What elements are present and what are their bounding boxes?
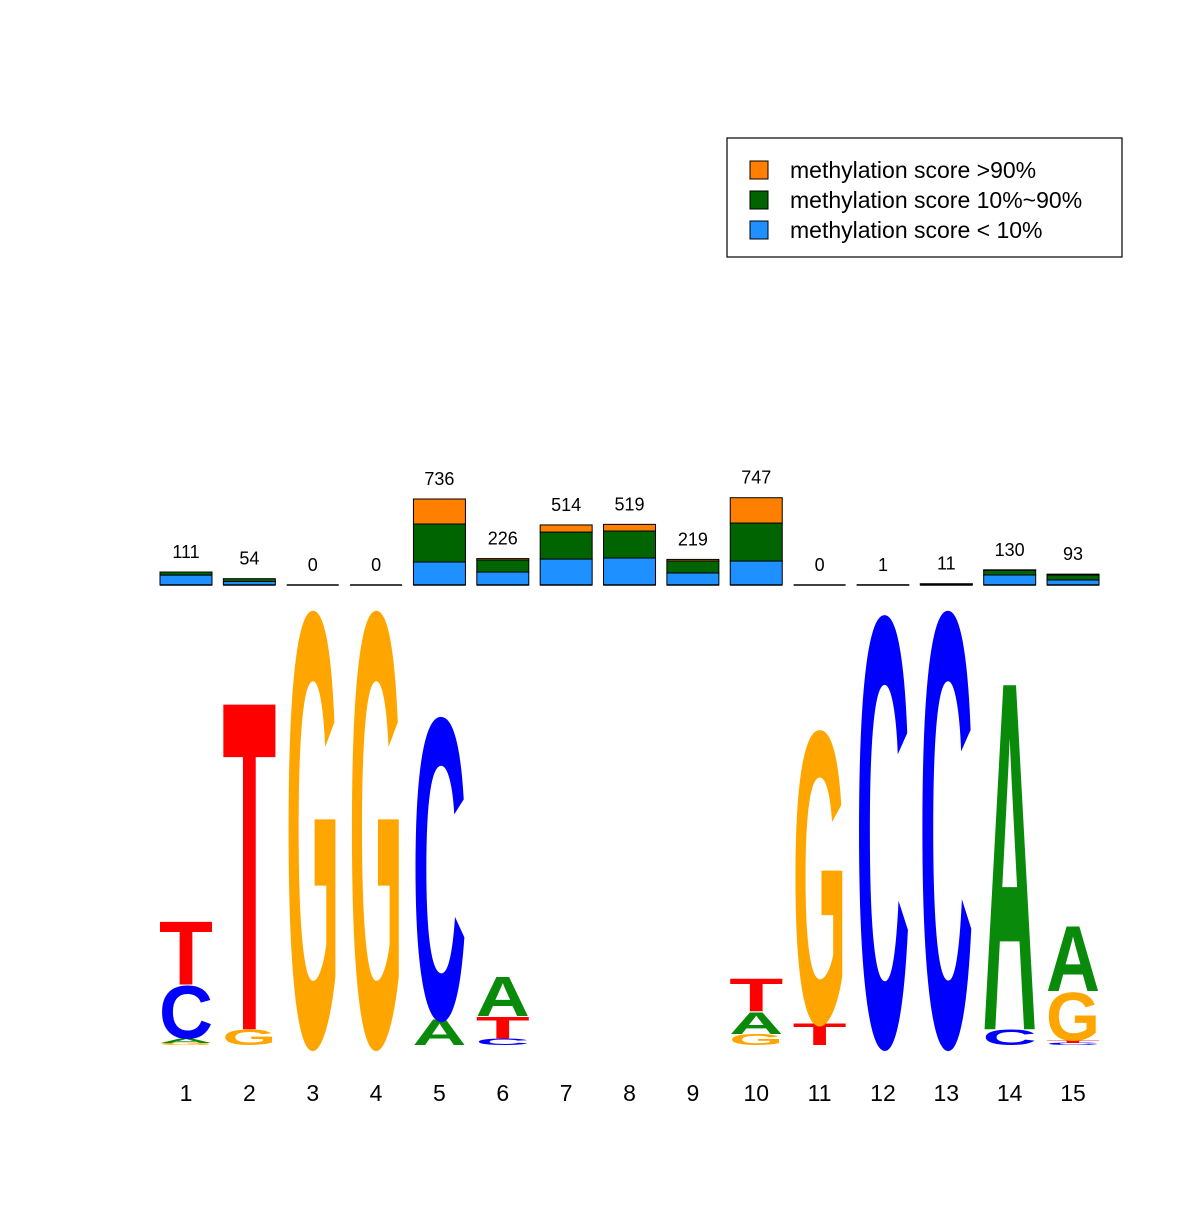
bar-total-label: 54 [239, 549, 259, 569]
legend-swatch [750, 221, 768, 239]
bar-segment [223, 579, 275, 582]
logo-letter-group: G [793, 645, 847, 1112]
logo-letter-group: T [729, 969, 783, 1021]
bar-segment [540, 559, 592, 585]
logo-letter: T [159, 903, 213, 1004]
logo-letter: G [349, 484, 403, 1178]
bar-total-label: 226 [488, 529, 518, 549]
logo-letter-group: C [856, 489, 910, 1176]
legend-label: methylation score >90% [790, 157, 1036, 183]
bar-total-label: 93 [1063, 544, 1083, 564]
bar-total-label: 514 [551, 495, 581, 515]
bar-segment [413, 562, 465, 585]
logo-letter: A [983, 578, 1037, 1136]
logo-letter-group: A [983, 578, 1037, 1136]
x-tick-label: 6 [496, 1080, 509, 1106]
bar-segment [1047, 574, 1099, 575]
x-tick-label: 8 [623, 1080, 636, 1106]
bar-segment [667, 559, 719, 561]
bar-total-label: 130 [995, 540, 1025, 560]
logo-letter-group: C [919, 484, 973, 1178]
logo-letter-group: T [222, 601, 276, 1129]
bar-segment [730, 561, 782, 585]
bar-total-label: 519 [614, 494, 644, 514]
bar-total-label: 736 [424, 469, 454, 489]
legend-label: methylation score < 10% [790, 217, 1043, 243]
bar-segment [984, 570, 1036, 575]
logo-letter-group: A [476, 965, 530, 1028]
logo-letter: A [1046, 907, 1100, 1011]
logo-letter: A [476, 965, 530, 1028]
legend-swatch [750, 161, 768, 179]
legend-swatch [750, 191, 768, 209]
bar-total-label: 747 [741, 468, 771, 488]
legend-label: methylation score 10%~90% [790, 187, 1082, 213]
bar-segment [477, 560, 529, 572]
bar-total-label: 0 [815, 555, 825, 575]
logo-letter-group: A [1046, 907, 1100, 1011]
logo-letter-group: T [159, 903, 213, 1004]
bar-segment [667, 561, 719, 573]
bar-segment [730, 523, 782, 561]
logo-letter-group: C [412, 629, 466, 1111]
bar-segment [160, 572, 212, 575]
bar-segment [730, 498, 782, 523]
logo-letter: C [919, 484, 973, 1178]
logo-letter: T [222, 601, 276, 1129]
bar-segment [540, 525, 592, 532]
x-tick-label: 15 [1060, 1080, 1086, 1106]
bar-total-label: 219 [678, 529, 708, 549]
bar-segment [160, 575, 212, 585]
x-tick-label: 10 [743, 1080, 769, 1106]
bar-segment [477, 572, 529, 585]
x-tick-label: 7 [560, 1080, 573, 1106]
bar-segment [413, 524, 465, 562]
bar-segment [604, 524, 656, 531]
bar-segment [540, 532, 592, 559]
x-tick-label: 1 [180, 1080, 193, 1106]
bar-segment [667, 573, 719, 585]
bar-segment [1047, 580, 1099, 585]
bar-segment [413, 499, 465, 524]
bar-segment [477, 559, 529, 560]
bar-total-label: 111 [172, 542, 199, 562]
bar-segment [604, 531, 656, 558]
logo-letter: T [729, 969, 783, 1021]
logo-letter: C [856, 489, 910, 1176]
logo-letter-group: G [349, 484, 403, 1178]
logo-letter: G [286, 484, 340, 1178]
logo-letter-group: G [286, 484, 340, 1178]
bar-segment [1047, 575, 1099, 580]
bar-segment [604, 558, 656, 585]
x-tick-label: 9 [686, 1080, 699, 1106]
logo-letter: G [793, 645, 847, 1112]
logo-letter: C [412, 629, 466, 1111]
